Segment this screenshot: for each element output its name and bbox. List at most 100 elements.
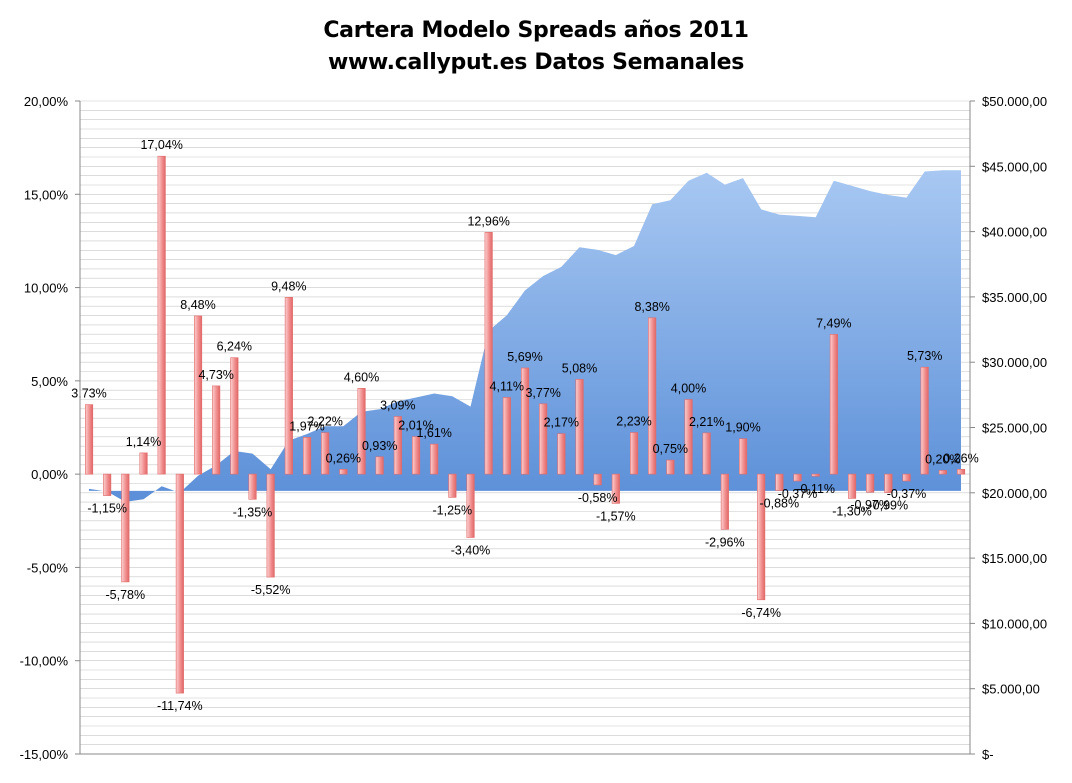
bar — [684, 399, 693, 475]
left-tick-label: 15,00% — [24, 187, 69, 202]
bar — [357, 387, 366, 475]
bar-series — [85, 155, 966, 694]
data-label: -0,37% — [887, 487, 927, 501]
data-label: 5,73% — [907, 349, 942, 363]
data-label: 2,23% — [616, 415, 651, 429]
left-tick-label: -5,00% — [27, 560, 69, 575]
bar — [502, 397, 511, 475]
bar — [194, 315, 203, 475]
right-tick-label: $15.000,00 — [982, 551, 1047, 566]
data-label: 2,01% — [398, 419, 433, 433]
data-label: -1,25% — [432, 504, 472, 518]
bar — [539, 403, 548, 475]
data-label: -0,99% — [868, 499, 908, 513]
data-label: -0,97% — [850, 498, 890, 512]
area-fill — [89, 170, 961, 502]
bar — [321, 432, 330, 475]
right-tick-label: $35.000,00 — [982, 290, 1047, 305]
data-label: 2,21% — [689, 415, 724, 429]
bar — [375, 456, 384, 475]
data-label: 0,20% — [925, 452, 960, 466]
bar — [847, 473, 857, 499]
bar — [121, 473, 130, 583]
bar — [157, 155, 166, 475]
bar — [339, 468, 348, 475]
bar — [666, 459, 675, 475]
bar — [720, 473, 729, 530]
bar — [575, 379, 584, 475]
bar — [484, 232, 493, 475]
bar — [411, 436, 421, 475]
data-label: 1,97% — [289, 419, 324, 433]
data-label: -0,58% — [578, 491, 618, 505]
bar — [938, 470, 947, 475]
bar — [448, 473, 457, 498]
data-label: -5,78% — [105, 588, 145, 602]
data-label: -1,57% — [596, 509, 636, 523]
right-tick-label: $10.000,00 — [982, 616, 1047, 631]
bar — [829, 334, 838, 475]
left-tick-label: 5,00% — [31, 374, 68, 389]
bar — [85, 404, 94, 475]
data-label: 4,11% — [490, 380, 525, 394]
bar — [629, 432, 639, 475]
bar — [793, 473, 802, 482]
data-label: 12,96% — [467, 214, 509, 228]
bar — [466, 473, 475, 538]
bar — [902, 473, 911, 482]
data-label: -0,11% — [796, 482, 835, 496]
data-labels: 3,73% -1,15% -5,78% 1,14% 17,04% -11,74% 8,48%… — [71, 138, 978, 713]
data-label: 3,73% — [71, 387, 106, 401]
chart-title: Cartera Modelo Spreads años 2011 — [323, 18, 749, 43]
bar — [648, 317, 657, 475]
bar — [103, 473, 112, 496]
data-label: 6,24% — [217, 340, 252, 354]
data-label: 0,26% — [326, 451, 361, 465]
bar — [284, 296, 293, 475]
data-label: 0,26% — [943, 451, 978, 465]
data-label: 9,48% — [271, 279, 306, 293]
data-label: 0,93% — [362, 439, 397, 453]
data-label: 1,14% — [126, 435, 161, 449]
bar — [866, 473, 875, 493]
bar — [811, 473, 820, 477]
right-tick-label: $45.000,00 — [982, 159, 1047, 174]
data-label: 8,38% — [634, 300, 669, 314]
area-series — [89, 170, 961, 502]
bar — [175, 473, 184, 694]
left-tick-label: 0,00% — [31, 467, 68, 482]
bar — [212, 385, 221, 475]
right-tick-label: $40.000,00 — [982, 225, 1047, 240]
data-label: -11,74% — [157, 699, 203, 713]
right-tick-label: $50.000,00 — [982, 94, 1047, 109]
data-label: -3,40% — [451, 544, 491, 558]
data-label: -6,74% — [741, 606, 781, 620]
data-label: -2,96% — [705, 535, 745, 549]
bar — [775, 473, 784, 491]
left-tick-label: 10,00% — [24, 281, 69, 296]
data-label: -5,52% — [251, 583, 291, 597]
bar — [593, 473, 602, 486]
right-tick-label: $20.000,00 — [982, 486, 1047, 501]
bar — [611, 473, 620, 504]
bar — [430, 443, 439, 475]
right-tick-label: $- — [982, 747, 994, 762]
data-label: -0,37% — [778, 487, 818, 501]
data-label: 4,60% — [344, 370, 379, 384]
data-label: 1,61% — [416, 426, 451, 440]
bar — [884, 473, 893, 493]
data-label: 8,48% — [180, 298, 215, 312]
left-tick-label: -10,00% — [20, 654, 69, 669]
data-label: -1,35% — [233, 505, 273, 519]
data-label: 3,09% — [380, 399, 415, 413]
data-label: -0,88% — [759, 497, 799, 511]
data-label: 1,90% — [725, 421, 760, 435]
bar — [702, 432, 711, 475]
data-label: 7,49% — [816, 316, 851, 330]
data-label: 17,04% — [140, 138, 182, 152]
bar — [520, 367, 530, 475]
bar — [393, 416, 402, 475]
data-label: 0,75% — [653, 442, 688, 456]
bar — [302, 437, 312, 475]
